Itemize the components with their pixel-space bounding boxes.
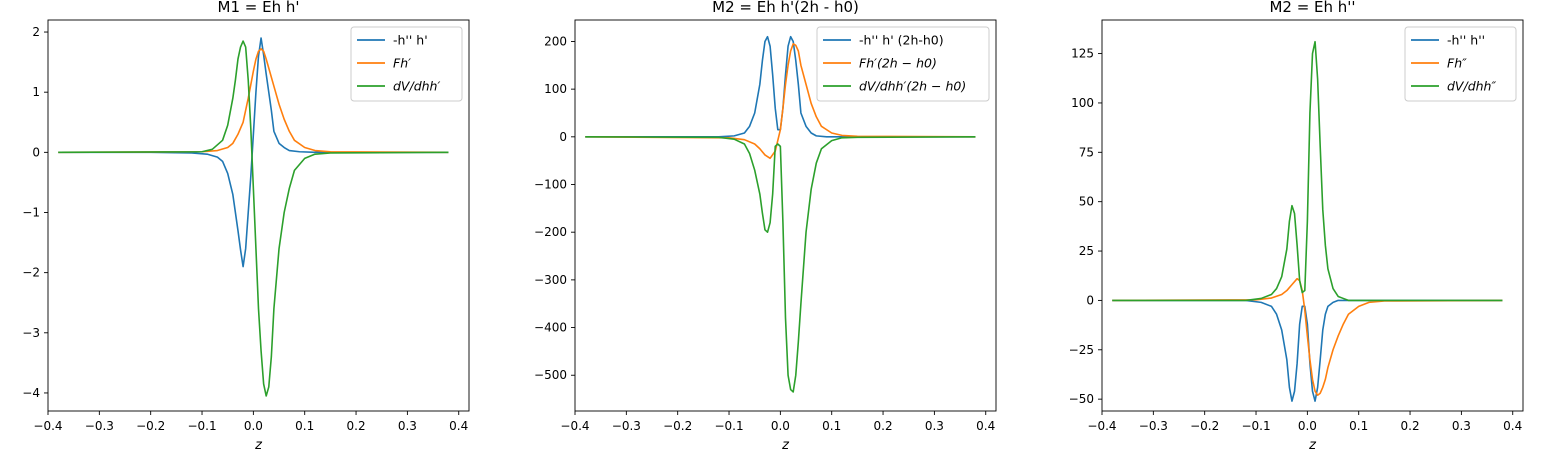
chart-title: M2 = Eh h'' <box>1269 0 1355 16</box>
x-tick-label: 0.2 <box>347 419 366 433</box>
x-tick-label: 0.0 <box>771 419 790 433</box>
y-tick-label: 0 <box>559 130 567 144</box>
legend-label-3: dV/dhh′(2h − h0) <box>859 79 966 94</box>
series-line-1 <box>1112 299 1503 402</box>
x-tick-label: 0.3 <box>1452 419 1471 433</box>
chart-title: M2 = Eh h'(2h - h0) <box>712 0 859 16</box>
series-line-2 <box>1112 277 1503 397</box>
legend: -h'' h' Fh′ dV/dhh′ <box>350 26 463 102</box>
y-tick-label: −400 <box>534 321 567 335</box>
series-line-3 <box>58 40 449 397</box>
legend: -h'' h' (2h-h0) Fh′(2h − h0) dV/dhh′(2h − … <box>816 26 990 102</box>
x-tick-label: −0.2 <box>663 419 692 433</box>
y-tick-label: 100 <box>1071 96 1094 110</box>
x-tick-label: 0.2 <box>1401 419 1420 433</box>
legend-label-1: -h'' h' <box>393 33 428 48</box>
series-line-2 <box>585 43 976 160</box>
x-tick-label: −0.1 <box>1241 419 1270 433</box>
y-tick-label: −500 <box>534 368 567 382</box>
chart-panel-2: M2 = Eh h'(2h - h0) −0.4 −0.3 −0.2 −0.1 0.0 0.… <box>534 0 997 450</box>
y-tick-label: −2 <box>22 266 40 280</box>
legend-label-1: -h'' h' (2h-h0) <box>859 33 944 48</box>
y-tick-label: 1 <box>32 85 40 99</box>
x-tick-label: −0.4 <box>1087 419 1116 433</box>
x-tick-label: −0.3 <box>612 419 641 433</box>
y-tick-label: 50 <box>1079 195 1094 209</box>
x-tick-label: −0.3 <box>85 419 114 433</box>
y-tick-label: 125 <box>1071 47 1094 61</box>
chart-panel-3: M2 = Eh h'' −0.4 −0.3 −0.2 −0.1 0.0 0.1 0.2 0.3 0… <box>1069 0 1524 450</box>
y-tick-label: −50 <box>1069 392 1094 406</box>
y-tick-label: 25 <box>1079 244 1094 258</box>
legend-box <box>350 26 463 102</box>
y-tick-label: 0 <box>32 145 40 159</box>
x-tick-label: 0.1 <box>295 419 314 433</box>
legend-label-2: Fh′ <box>393 56 411 71</box>
x-tick-label: 0.4 <box>1503 419 1522 433</box>
x-tick-label: 0.3 <box>398 419 417 433</box>
legend-label-3: dV/dhh′ <box>393 79 440 94</box>
x-tick-label: 0.1 <box>822 419 841 433</box>
legend-box <box>1404 26 1517 102</box>
y-tick-label: −4 <box>22 386 40 400</box>
x-tick-label: 0.0 <box>244 419 263 433</box>
legend-box <box>816 26 990 102</box>
legend-label-2: Fh″ <box>1447 56 1467 71</box>
series-line-2 <box>58 48 449 154</box>
y-tick-label: 0 <box>1086 293 1094 307</box>
chart-title: M1 = Eh h' <box>218 0 300 16</box>
legend-label-3: dV/dhh″ <box>1447 79 1496 94</box>
x-tick-label: 0.4 <box>976 419 995 433</box>
y-tick-label: −25 <box>1069 343 1094 357</box>
y-tick-label: −100 <box>534 178 567 192</box>
legend-label-1: -h'' h'' <box>1447 33 1485 48</box>
y-tick-label: 75 <box>1079 145 1094 159</box>
plot-frame <box>47 19 470 412</box>
series-line-1 <box>58 37 449 268</box>
x-tick-label: −0.1 <box>187 419 216 433</box>
plot-frame <box>574 19 997 412</box>
legend-label-2: Fh′(2h − h0) <box>859 56 937 71</box>
y-tick-label: −3 <box>22 326 40 340</box>
chart-panel-1: M1 = Eh h' −0.4 −0.3 −0.2 −0.1 0.0 0.1 0.2 0.3 0.… <box>22 0 470 450</box>
y-tick-label: −200 <box>534 225 567 239</box>
x-axis-label: z <box>1308 438 1317 450</box>
x-tick-label: −0.2 <box>1190 419 1219 433</box>
x-tick-label: 0.0 <box>1298 419 1317 433</box>
x-tick-label: −0.3 <box>1139 419 1168 433</box>
y-tick-label: −300 <box>534 273 567 287</box>
x-tick-label: 0.1 <box>1349 419 1368 433</box>
plot-frame <box>1101 19 1524 412</box>
x-tick-label: 0.4 <box>449 419 468 433</box>
legend: -h'' h'' Fh″ dV/dhh″ <box>1404 26 1517 102</box>
series-line-3 <box>1112 40 1503 302</box>
x-axis-label: z <box>781 438 790 450</box>
x-tick-label: 0.3 <box>925 419 944 433</box>
series-line-3 <box>585 136 976 393</box>
x-tick-label: −0.4 <box>33 419 62 433</box>
x-tick-label: 0.2 <box>874 419 893 433</box>
x-axis-label: z <box>254 438 263 450</box>
y-tick-label: 100 <box>544 82 567 96</box>
y-tick-label: 200 <box>544 34 567 48</box>
y-tick-label: −1 <box>22 205 40 219</box>
x-tick-label: −0.1 <box>714 419 743 433</box>
x-tick-label: −0.4 <box>560 419 589 433</box>
y-tick-label: 2 <box>32 25 40 39</box>
x-tick-label: −0.2 <box>136 419 165 433</box>
